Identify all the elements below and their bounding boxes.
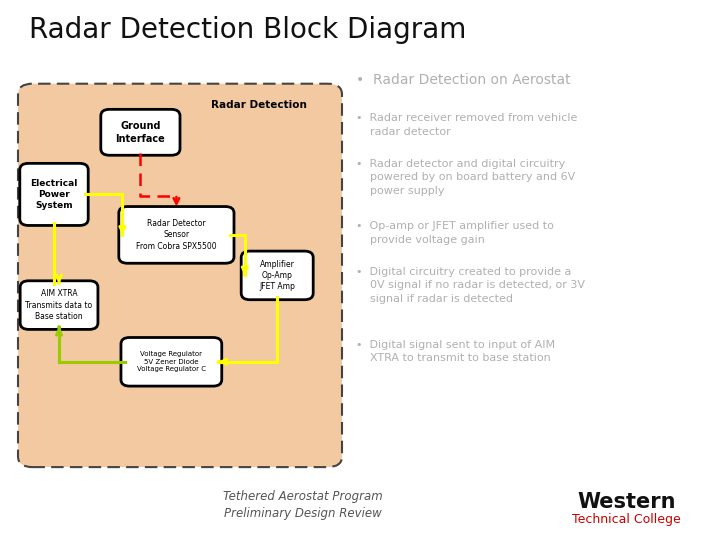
- FancyBboxPatch shape: [241, 251, 313, 300]
- Text: Amplifier
Op-Amp
JFET Amp: Amplifier Op-Amp JFET Amp: [259, 260, 295, 291]
- FancyBboxPatch shape: [101, 109, 180, 156]
- Text: •  Digital circuitry created to provide a
    0V signal if no radar is detected,: • Digital circuitry created to provide a…: [356, 267, 585, 303]
- FancyBboxPatch shape: [19, 163, 89, 226]
- Text: •  Radar detector and digital circuitry
    powered by on board battery and 6V
 : • Radar detector and digital circuitry p…: [356, 159, 576, 195]
- Text: •  Radar Detection on Aerostat: • Radar Detection on Aerostat: [356, 73, 571, 87]
- Text: Radar Detector
Sensor
From Cobra SPX5500: Radar Detector Sensor From Cobra SPX5500: [136, 219, 217, 251]
- Text: •  Radar receiver removed from vehicle
    radar detector: • Radar receiver removed from vehicle ra…: [356, 113, 577, 137]
- Text: Ground
Interface: Ground Interface: [115, 121, 166, 144]
- Text: Western: Western: [577, 492, 675, 512]
- Text: AIM XTRA
Transmits data to
Base station: AIM XTRA Transmits data to Base station: [25, 289, 93, 321]
- Text: •  Digital signal sent to input of AIM
    XTRA to transmit to base station: • Digital signal sent to input of AIM XT…: [356, 340, 556, 363]
- FancyBboxPatch shape: [119, 206, 234, 263]
- Text: Voltage Regulator
5V Zener Diode
Voltage Regulator C: Voltage Regulator 5V Zener Diode Voltage…: [137, 352, 206, 372]
- FancyBboxPatch shape: [18, 84, 342, 467]
- Text: Technical College: Technical College: [572, 513, 681, 526]
- Text: Preliminary Design Review: Preliminary Design Review: [223, 507, 382, 519]
- Text: •  Op-amp or JFET amplifier used to
    provide voltage gain: • Op-amp or JFET amplifier used to provi…: [356, 221, 554, 245]
- FancyBboxPatch shape: [20, 281, 98, 329]
- FancyBboxPatch shape: [121, 338, 222, 386]
- Text: Radar Detection Block Diagram: Radar Detection Block Diagram: [29, 16, 466, 44]
- Text: Radar Detection: Radar Detection: [211, 100, 307, 110]
- Text: Electrical
Power
System: Electrical Power System: [30, 179, 78, 210]
- Text: Tethered Aerostat Program: Tethered Aerostat Program: [222, 490, 382, 503]
